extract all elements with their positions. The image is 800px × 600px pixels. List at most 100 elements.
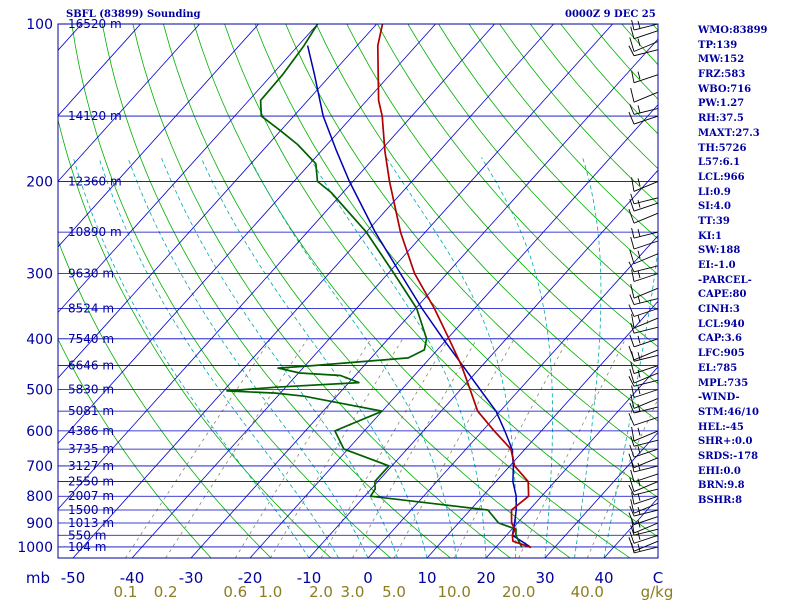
- dry-adiabat: [315, 24, 658, 422]
- isotherm: [58, 24, 318, 314]
- isotherm: [190, 38, 658, 558]
- wind-barb: [628, 453, 659, 469]
- temperature-tick-label: 0: [363, 569, 373, 587]
- index-item: L57:6.1: [698, 157, 741, 169]
- mixing-ratio-label: 5.0: [382, 583, 406, 600]
- mixing-ratio-label: 3.0: [341, 583, 365, 600]
- index-item: FRZ:583: [698, 69, 746, 81]
- wind-barb: [631, 426, 659, 442]
- height-label: 3127 m: [68, 459, 114, 473]
- isotherm: [72, 24, 554, 558]
- pressure-tick-label: 300: [26, 266, 53, 282]
- temperature-tick-label: 40: [594, 569, 613, 587]
- wind-barb: [629, 104, 659, 115]
- wind-barb: [631, 461, 659, 473]
- wind-barb: [631, 227, 659, 239]
- index-item: LI:0.9: [698, 186, 731, 198]
- wind-barb: [631, 19, 659, 31]
- moist-adiabat: [385, 157, 517, 558]
- dry-adiabat: [346, 24, 658, 385]
- mixing-ratio-line: [393, 338, 515, 558]
- wind-barb: [628, 45, 659, 57]
- pressure-tick-label: 800: [26, 489, 53, 505]
- wind-barb: [629, 368, 659, 384]
- height-label: 5081 m: [68, 404, 114, 418]
- wind-barb: [631, 518, 659, 534]
- index-item: MW:152: [698, 54, 745, 66]
- wind-barb: [628, 376, 659, 387]
- index-item: WBO:716: [698, 83, 752, 95]
- index-item: CAPE:80: [698, 289, 747, 301]
- wind-barb: [630, 193, 659, 205]
- mixing-ratio-label: 40.0: [571, 583, 604, 600]
- parcel-trace: [306, 45, 532, 549]
- isotherm: [426, 300, 658, 558]
- dry-adiabat: [224, 24, 658, 538]
- height-label: 14120 m: [68, 109, 122, 123]
- moist-adiabat: [249, 157, 457, 558]
- height-label: 12360 m: [68, 174, 122, 188]
- mixing-ratio-line: [270, 338, 404, 558]
- isotherm: [58, 24, 377, 379]
- temperature-tick-label: -10: [297, 569, 322, 587]
- dry-adiabat: [58, 239, 272, 558]
- moist-adiabat: [127, 157, 369, 558]
- wind-barb: [631, 70, 659, 84]
- moist-adiabat: [481, 157, 553, 558]
- height-label: 10890 m: [68, 225, 122, 239]
- wind-barb: [629, 198, 659, 212]
- mixing-ratio-label: 20.0: [502, 583, 535, 600]
- height-label: 16520 m: [68, 17, 122, 31]
- mixing-ratio-label: 0.1: [114, 583, 138, 600]
- isotherm: [485, 366, 658, 558]
- wind-barb: [630, 88, 659, 103]
- isotherm: [58, 24, 141, 117]
- mixing-ratio-unit: g/kg: [641, 583, 674, 600]
- isotherm: [308, 169, 658, 558]
- wind-barb: [628, 111, 659, 125]
- wind-barb: [631, 542, 659, 554]
- index-item: RH:37.5: [698, 113, 744, 125]
- wind-barb: [628, 512, 659, 526]
- wind-barb: [629, 531, 659, 544]
- temperature-trace: [376, 24, 532, 549]
- index-item: PW:1.27: [698, 98, 745, 110]
- wind-barb: [630, 236, 659, 250]
- moist-adiabat: [98, 157, 339, 558]
- height-label: 104 m: [68, 540, 106, 554]
- mixing-ratio-label: 0.6: [223, 583, 247, 600]
- pressure-tick-label: 700: [26, 459, 53, 475]
- height-label: 3735 m: [68, 442, 114, 456]
- height-label: 9630 m: [68, 266, 114, 280]
- moist-adiabat: [160, 157, 398, 558]
- index-item: MPL:735: [698, 377, 749, 389]
- station-title: SBFL (83899) Sounding: [66, 9, 201, 20]
- height-label: 5830 m: [68, 383, 114, 397]
- wind-barb: [631, 177, 659, 192]
- dewpoint-trace: [226, 24, 523, 548]
- wind-barb: [630, 525, 659, 536]
- index-item: LCL:966: [698, 171, 745, 183]
- dry-adiabat: [377, 24, 658, 348]
- index-item: BSHR:8: [698, 495, 743, 506]
- pressure-tick-label: 200: [26, 174, 53, 190]
- wind-barb: [630, 394, 659, 409]
- mixing-ratio-label: 10.0: [437, 583, 470, 600]
- height-label: 1013 m: [68, 516, 114, 530]
- index-item: -WIND-: [698, 392, 740, 404]
- mixing-ratio-label: 2.0: [309, 583, 333, 600]
- mixing-ratio-line: [518, 338, 626, 558]
- dry-adiabat: [101, 24, 451, 558]
- isotherm: [131, 24, 613, 558]
- wind-barb: [629, 477, 659, 493]
- temperature-tick-label: 20: [476, 569, 495, 587]
- wind-barb: [631, 385, 659, 398]
- index-item: EHI:0.0: [698, 465, 741, 477]
- height-label: 2007 m: [68, 489, 114, 503]
- pressure-tick-label: 900: [26, 516, 53, 532]
- index-item: CAP:3.6: [698, 333, 742, 345]
- mixing-ratio-label: 0.2: [154, 583, 178, 600]
- pressure-tick-label: 600: [26, 424, 53, 440]
- index-item: SI:4.0: [698, 201, 731, 213]
- pressure-tick-label: 400: [26, 332, 53, 348]
